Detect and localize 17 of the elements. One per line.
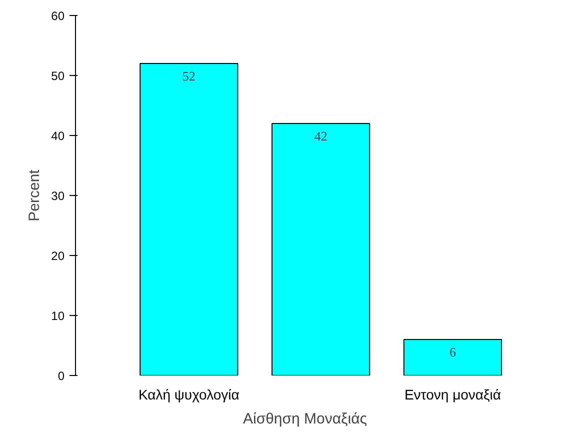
x-axis-title: Αίσθηση Μοναξιάς <box>242 410 368 428</box>
x-tick-label: Καλή ψυχολογία <box>138 386 240 402</box>
y-tick-label: 0 <box>58 369 65 383</box>
y-tick-label: 40 <box>51 129 65 143</box>
x-tick-label: Εντονη μοναξιά <box>404 386 502 402</box>
y-tick-label: 30 <box>51 189 65 203</box>
data-label: 52 <box>182 68 196 84</box>
y-tick-label: 60 <box>51 9 65 23</box>
bar <box>140 63 238 376</box>
data-label: 6 <box>449 344 456 360</box>
y-tick-label: 50 <box>51 69 65 83</box>
y-tick-label: 10 <box>51 309 65 323</box>
data-label: 42 <box>314 128 328 144</box>
bar <box>272 123 370 376</box>
y-tick-label: 20 <box>51 249 65 263</box>
bar <box>403 339 502 376</box>
y-axis-title: Percent <box>26 168 44 222</box>
